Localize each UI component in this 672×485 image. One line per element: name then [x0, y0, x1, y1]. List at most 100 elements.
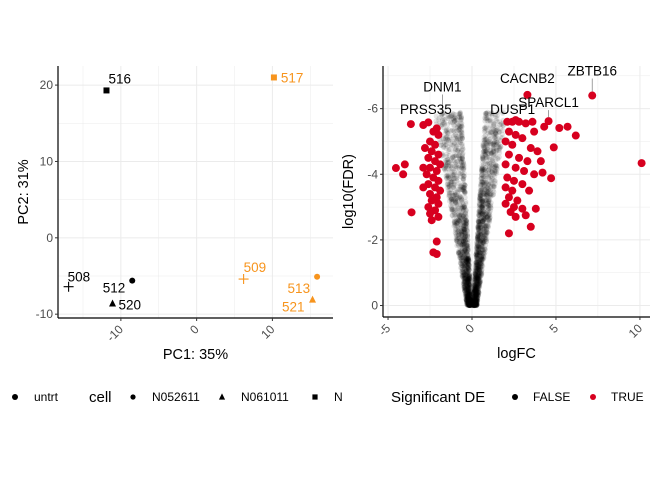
non-significant-point [490, 121, 496, 127]
non-significant-point [476, 208, 482, 214]
non-significant-point [474, 267, 480, 274]
non-significant-point [462, 285, 468, 292]
non-significant-point [492, 164, 498, 170]
non-significant-point [459, 262, 465, 269]
non-significant-point [482, 151, 489, 157]
non-significant-point [461, 224, 467, 231]
non-significant-point [453, 161, 460, 168]
non-significant-point [465, 300, 471, 306]
non-significant-point [473, 302, 480, 308]
non-significant-point [467, 291, 473, 298]
non-significant-point [484, 114, 490, 120]
non-significant-point [467, 285, 473, 291]
non-significant-point [480, 256, 486, 262]
non-significant-point [459, 231, 465, 238]
non-significant-point [495, 136, 501, 142]
non-significant-point [448, 196, 455, 202]
non-significant-point [461, 281, 467, 287]
non-significant-point [459, 258, 465, 265]
non-significant-point [443, 173, 449, 179]
non-significant-point [446, 114, 453, 120]
non-significant-point [444, 139, 450, 145]
non-significant-point [448, 163, 454, 169]
non-significant-point [476, 250, 482, 256]
y-tick-label: -6 [367, 102, 378, 116]
non-significant-point [479, 260, 485, 266]
non-significant-point [496, 141, 502, 147]
non-significant-point [465, 276, 472, 282]
non-significant-point [470, 302, 477, 308]
non-significant-point [474, 252, 480, 258]
non-significant-point [472, 282, 478, 288]
non-significant-point [475, 232, 481, 238]
non-significant-point [457, 202, 463, 208]
non-significant-point [480, 174, 486, 180]
non-significant-point [483, 225, 489, 231]
non-significant-point [463, 257, 469, 263]
non-significant-point [476, 281, 482, 287]
non-significant-point [474, 252, 480, 258]
non-significant-point [474, 291, 480, 297]
gene-label: DNM1 [423, 79, 461, 94]
significant-point [399, 170, 408, 179]
non-significant-point [479, 250, 485, 256]
x-axis-title: logFC [497, 346, 536, 362]
non-significant-point [463, 258, 469, 264]
non-significant-point [473, 293, 479, 300]
non-significant-point [475, 240, 481, 247]
non-significant-point [480, 240, 486, 246]
non-significant-point [466, 296, 473, 302]
non-significant-point [479, 153, 486, 159]
non-significant-point [488, 191, 494, 198]
non-significant-point [471, 290, 477, 296]
non-significant-point [462, 279, 468, 285]
non-significant-point [472, 290, 478, 296]
non-significant-point [474, 302, 480, 308]
non-significant-point [471, 294, 477, 300]
non-significant-point [493, 163, 499, 169]
non-significant-point [459, 153, 466, 159]
non-significant-point [465, 253, 471, 259]
non-significant-point [455, 241, 461, 247]
non-significant-point [474, 281, 480, 287]
pca-point-label: 509 [244, 260, 267, 275]
non-significant-point [479, 199, 485, 205]
non-significant-point [480, 222, 486, 229]
non-significant-point [441, 144, 447, 151]
non-significant-point [464, 225, 470, 231]
non-significant-point [467, 274, 473, 280]
non-significant-point [441, 121, 448, 128]
non-significant-point [461, 226, 468, 232]
legend-key-square [312, 394, 318, 400]
non-significant-point [443, 142, 449, 148]
non-significant-point [472, 287, 479, 294]
non-significant-point [466, 302, 472, 309]
non-significant-point [456, 145, 462, 152]
non-significant-point [465, 298, 471, 304]
non-significant-point [461, 284, 467, 290]
non-significant-point [480, 154, 486, 161]
non-significant-point [475, 219, 481, 225]
pca-legend: untrt cell N052611 N061011 N [12, 389, 343, 406]
pca-point [109, 299, 117, 307]
non-significant-point [473, 253, 479, 259]
pca-point-label: 508 [68, 270, 91, 285]
non-significant-point [485, 205, 492, 211]
non-significant-point [470, 302, 477, 308]
non-significant-point [476, 203, 482, 209]
non-significant-point [477, 197, 484, 203]
non-significant-point [466, 297, 473, 303]
pca-point [270, 74, 277, 81]
non-significant-point [460, 156, 466, 162]
non-significant-point [477, 259, 483, 266]
non-significant-point [455, 135, 461, 141]
non-significant-point [461, 222, 467, 229]
non-significant-point [454, 221, 460, 227]
non-significant-point [485, 154, 491, 160]
non-significant-point [478, 204, 485, 210]
non-significant-point [481, 166, 487, 173]
non-significant-point [495, 156, 501, 162]
non-significant-point [467, 300, 473, 306]
non-significant-point [461, 247, 468, 253]
non-significant-point [471, 296, 477, 302]
